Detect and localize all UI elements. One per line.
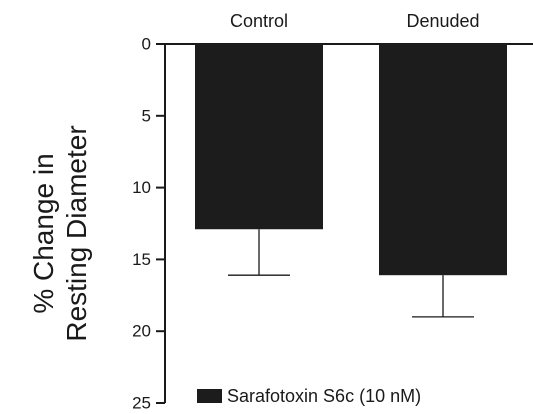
legend: Sarafotoxin S6c (10 nM) [197, 386, 421, 406]
y-tick-label: 5 [142, 106, 151, 125]
y-tick-label: 0 [142, 35, 151, 54]
y-tick-label: 10 [132, 178, 151, 197]
bars [195, 44, 507, 276]
category-label-denuded: Denuded [406, 11, 479, 31]
legend-swatch [197, 389, 222, 403]
category-labels: Control Denuded [230, 11, 480, 31]
legend-label: Sarafotoxin S6c (10 nM) [227, 386, 421, 406]
y-axis-title: % Change in Resting Diameter [28, 125, 92, 341]
y-axis-title-line-2: Resting Diameter [61, 125, 92, 341]
y-tick-label: 20 [132, 322, 151, 341]
category-label-control: Control [230, 11, 288, 31]
error-bars [228, 229, 474, 318]
y-axis-ticks: 0 5 10 15 20 25 [132, 35, 165, 413]
y-tick-label: 15 [132, 250, 151, 269]
bar-control [195, 44, 323, 230]
bar-denuded [379, 44, 507, 276]
y-axis-title-line-1: % Change in [28, 153, 59, 313]
y-tick-label: 25 [132, 394, 151, 413]
